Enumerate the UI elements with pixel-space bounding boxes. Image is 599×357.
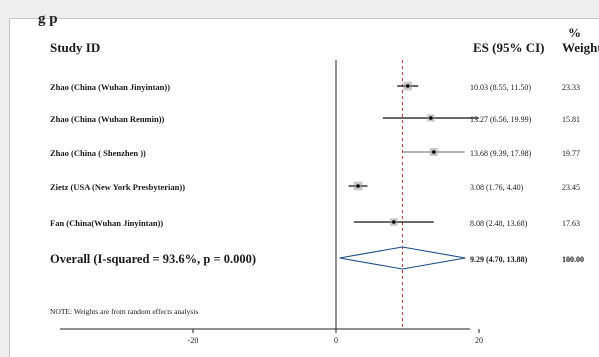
study-row: Zhao (China ( Shenzhen )) 13.68 (9.39, 17… [50,148,580,158]
overall-diamond [339,246,466,270]
cropped-heading: g p [38,11,58,27]
x-tick-label: -20 [188,336,199,345]
point-estimate [432,150,436,154]
study-label: Fan (China(Wuhan Jinyintan)) [50,218,163,228]
study-label: Zhao (China ( Shenzhen )) [50,148,146,158]
study-row: Zhao (China (Wuhan Jinyintan)) 10.03 (8.5… [50,81,580,92]
overall-es-value: 9.29 (4.70, 13.88) [470,255,528,264]
weight-value: 23.33 [562,83,580,92]
x-axis: -20 0 20 [60,328,483,345]
x-tick-label: 0 [334,336,338,345]
weight-value: 17.63 [562,219,580,228]
x-tick-label: 20 [475,336,483,345]
es-value: 3.08 (1.76, 4.40) [470,183,524,192]
header-es-ci: ES (95% CI) [473,40,545,55]
header-study-id: Study ID [50,40,100,55]
header-weight-percent: % [568,25,581,40]
study-row: Zietz (USA (New York Presbyterian)) 3.08 … [50,181,580,192]
weight-value: 19.77 [562,149,580,158]
chart-frame: g p [9,11,599,357]
point-estimate [429,116,433,120]
es-value: 10.03 (8.55, 11.50) [470,83,531,92]
header-weight: Weight [562,40,599,55]
point-estimate [391,220,396,224]
study-label: Zhao (China (Wuhan Jinyintan)) [50,82,170,92]
es-value: 13.27 (6.56, 19.99) [470,115,532,124]
overall-row: Overall (I-squared = 93.6%, p = 0.000) 9.… [50,246,584,270]
es-value: 13.68 (9.39, 17.98) [470,149,532,158]
es-value: 8.08 (2.48, 13.68) [470,219,528,228]
footnote: NOTE: Weights are from random effects an… [50,307,198,316]
point-estimate [356,184,360,188]
weight-value: 15.81 [562,115,580,124]
study-label: Zhao (China (Wuhan Renmin)) [50,114,165,124]
overall-weight-value: 100.00 [562,255,584,264]
point-estimate [405,84,410,88]
study-label: Zietz (USA (New York Presbyterian)) [50,182,185,192]
study-rows: Zhao (China (Wuhan Jinyintan)) 10.03 (8.5… [50,60,584,330]
weight-value: 23.45 [562,183,580,192]
overall-label: Overall (I-squared = 93.6%, p = 0.000) [50,252,256,266]
study-row: Zhao (China (Wuhan Renmin)) 13.27 (6.56, … [50,114,580,124]
study-row: Fan (China(Wuhan Jinyintan)) 8.08 (2.48, … [50,218,580,228]
